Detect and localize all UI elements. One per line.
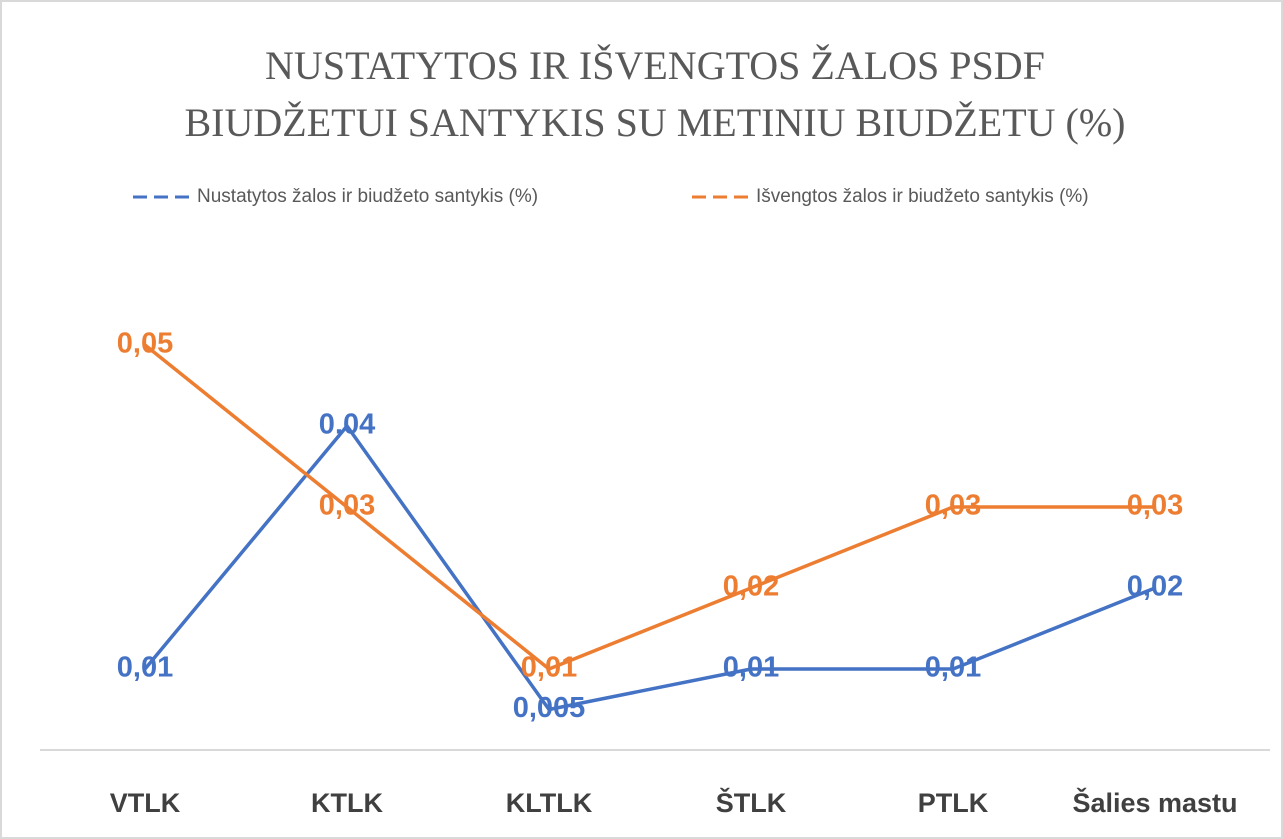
series-line [143,424,1156,712]
x-tick-label: ŠTLK [716,787,787,818]
chart-title: BIUDŽETUI SANTYKIS SU METINIU BIUDŽETU (… [185,100,1126,145]
data-label: 0,01 [723,652,779,684]
series-line [143,343,1155,671]
legend-label: Nustatytos žalos ir biudžeto santykis (%… [197,186,538,207]
chart-title: NUSTATYTOS IR IŠVENGTOS ŽALOS PSDF [265,43,1045,88]
x-tick-label: KTLK [311,788,383,818]
data-label: 0,04 [319,409,375,441]
data-label: 0,03 [319,490,375,522]
x-tick-label: PTLK [918,788,989,818]
data-label: 0,03 [925,490,981,522]
data-label: 0,005 [513,692,586,724]
x-tick-label: VTLK [110,788,181,818]
data-label: 0,02 [723,571,779,603]
data-label: 0,03 [1127,490,1183,522]
data-label: 0,05 [117,328,173,360]
data-label: 0,02 [1127,571,1183,603]
x-tick-label: KLTLK [506,788,593,818]
x-tick-label: Šalies mastu [1072,787,1237,818]
data-label: 0,01 [925,652,981,684]
legend-label: Išvengtos žalos ir biudžeto santykis (%) [756,186,1089,207]
data-label: 0,01 [117,652,173,684]
data-label: 0,01 [521,652,577,684]
